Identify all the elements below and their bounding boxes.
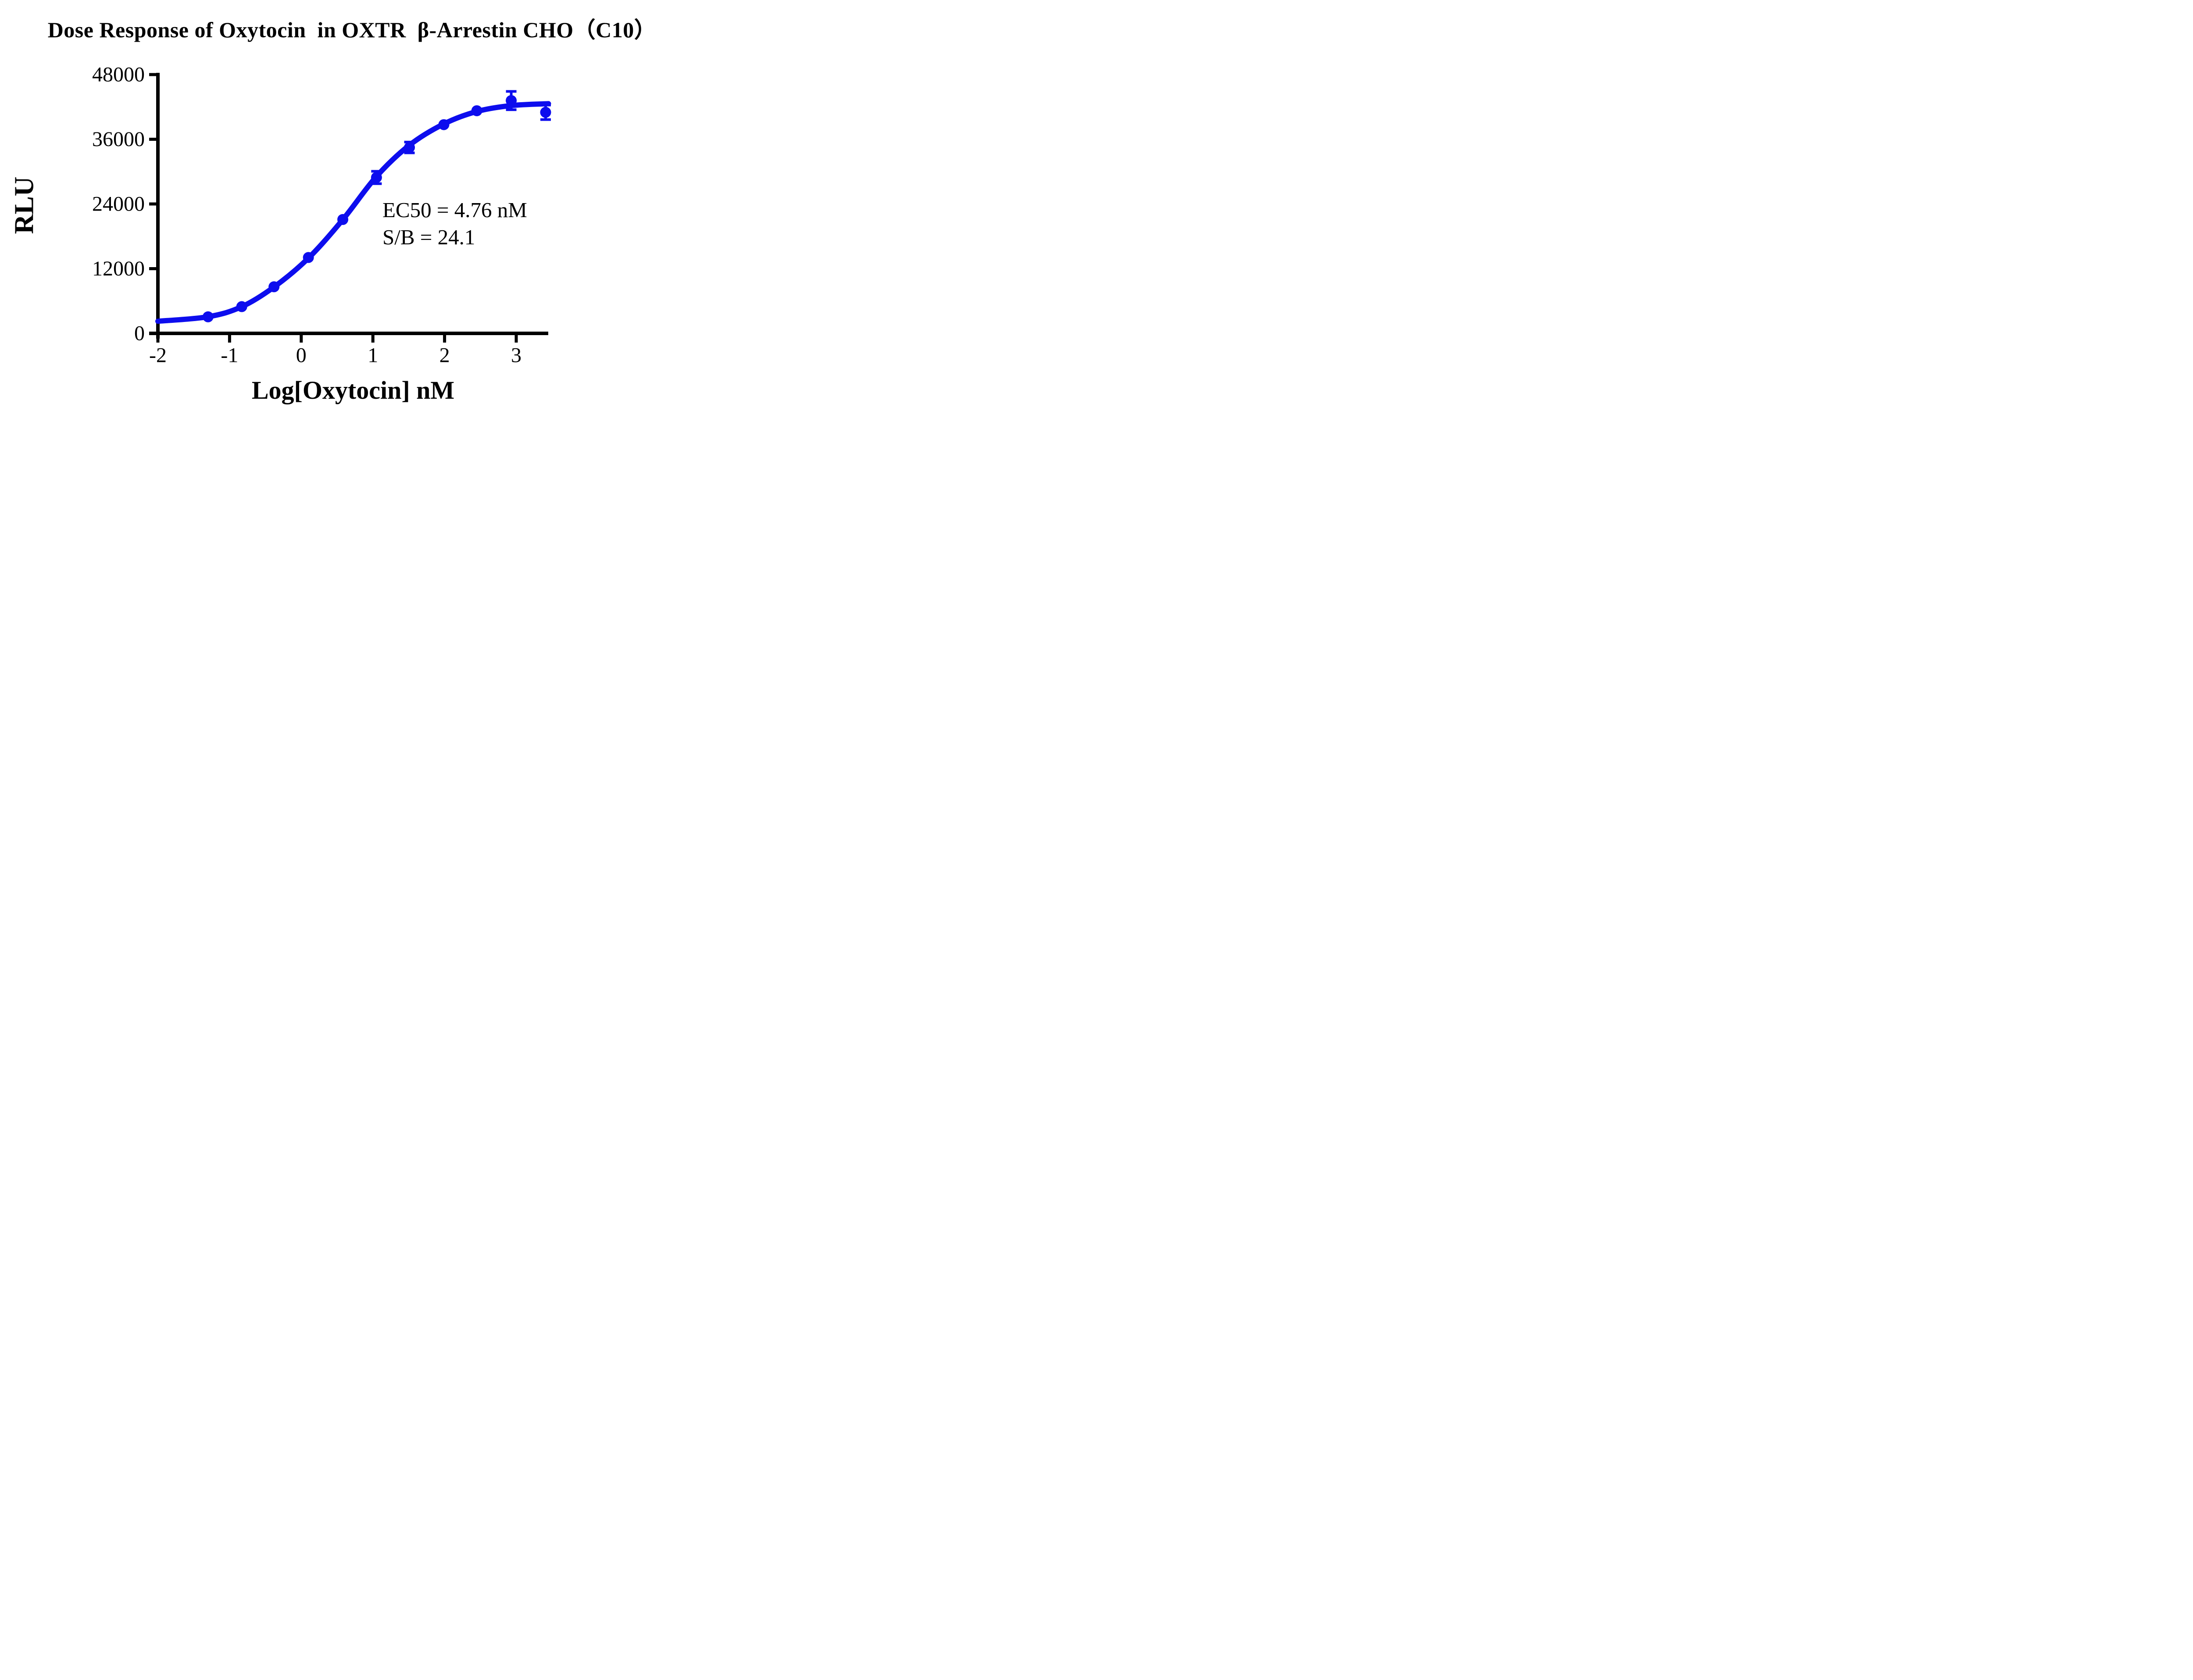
- y-tick-label: 36000: [92, 128, 145, 151]
- data-point-marker: [506, 95, 517, 106]
- y-tick-label: 48000: [92, 63, 145, 86]
- chart-title: Dose Response of Oxytocin in OXTR β-Arre…: [47, 18, 657, 42]
- y-tick-label: 24000: [92, 193, 145, 216]
- data-point-marker: [438, 119, 450, 130]
- data-point-marker: [337, 214, 349, 225]
- x-tick-label: -2: [149, 344, 167, 367]
- dose-response-figure: Dose Response of Oxytocin in OXTR β-Arre…: [0, 0, 704, 420]
- data-point-marker: [236, 301, 247, 312]
- x-tick-label: 2: [439, 344, 450, 367]
- data-point-marker: [268, 281, 280, 293]
- dose-response-plot: 0 12000 24000 36000 48000 -2 -1 0 1 2 3: [92, 63, 551, 367]
- data-point-marker: [540, 107, 551, 118]
- data-point-marker: [471, 105, 482, 116]
- data-point-marker: [404, 142, 415, 153]
- y-tick-label: 0: [134, 322, 145, 345]
- y-tick-label: 12000: [92, 257, 145, 280]
- x-tick-label: 3: [511, 344, 521, 367]
- data-point-marker: [303, 252, 314, 263]
- signal-to-background-value: S/B = 24.1: [382, 225, 475, 250]
- x-tick-label: -1: [221, 344, 238, 367]
- ec50-annotation: EC50 = 4.76 nM S/B = 24.1: [382, 197, 527, 251]
- data-point-marker: [202, 311, 214, 322]
- x-axis-label: Log[Oxytocin] nM: [251, 376, 455, 404]
- x-tick-label: 1: [368, 344, 378, 367]
- ec50-value: EC50 = 4.76 nM: [382, 198, 527, 222]
- x-tick-label: 0: [296, 344, 307, 367]
- data-point-marker: [371, 172, 382, 183]
